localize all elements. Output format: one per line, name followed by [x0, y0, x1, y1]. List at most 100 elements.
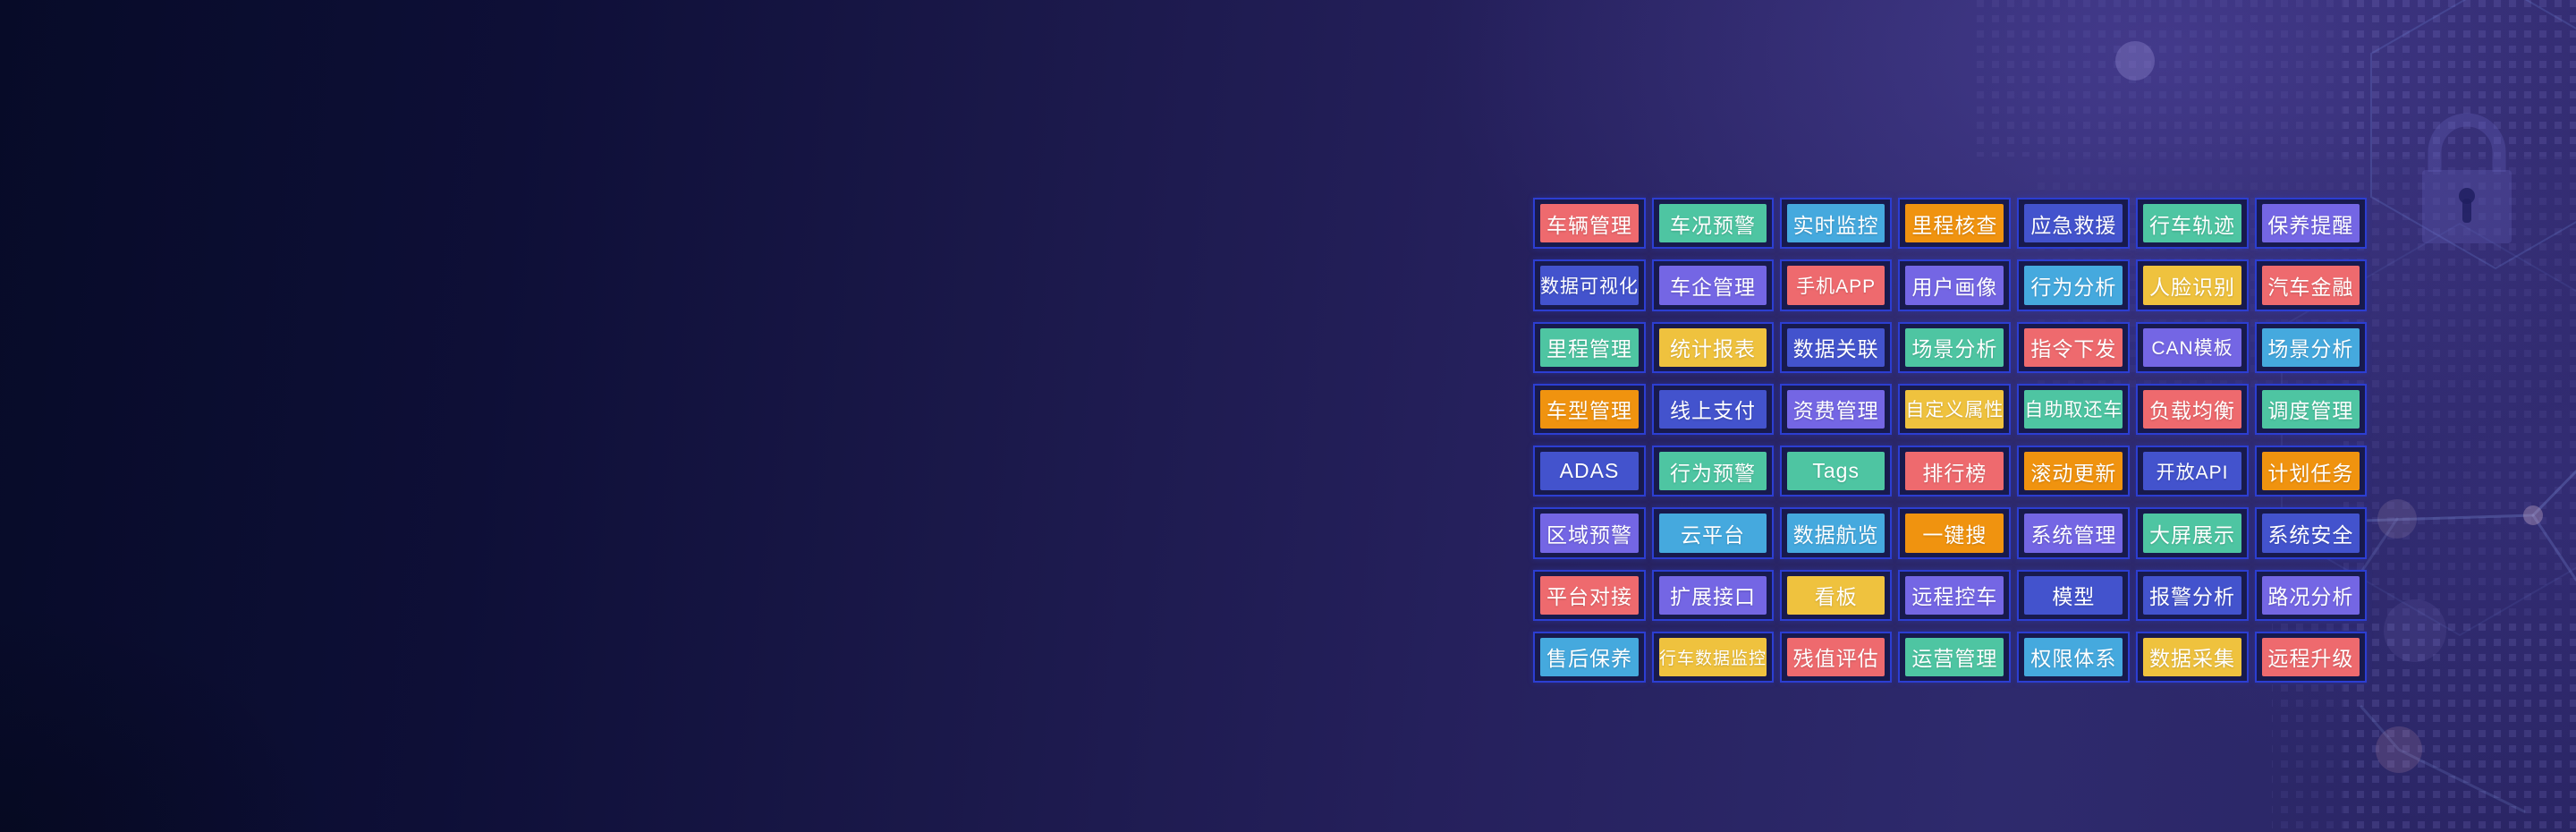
feature-label: 自助取还车	[2024, 400, 2123, 421]
feature-label: 实时监控	[1792, 213, 1879, 237]
feature-label: 路况分析	[2267, 585, 2354, 609]
feature-label: 线上支付	[1670, 399, 1756, 423]
feature-button[interactable]: 行车轨迹	[2143, 204, 2241, 243]
feature-button[interactable]: 残值评估	[1787, 637, 1885, 676]
feature-label: 人脸识别	[2149, 275, 2235, 299]
feature-button[interactable]: 里程核查	[1905, 204, 2004, 243]
feature-button[interactable]: 行为分析	[2024, 266, 2123, 305]
feature-button[interactable]: 场景分析	[2261, 327, 2360, 367]
feature-button[interactable]: 资费管理	[1787, 389, 1885, 429]
feature-label: 资费管理	[1792, 399, 1879, 423]
feature-button[interactable]: 模型	[2024, 575, 2123, 615]
feature-button[interactable]: 开放API	[2143, 452, 2241, 491]
feature-button[interactable]: 手机APP	[1787, 266, 1885, 305]
feature-button[interactable]: 车企管理	[1659, 266, 1767, 305]
feature-cell: 权限体系	[2017, 631, 2131, 683]
feature-button[interactable]: Tags	[1787, 452, 1885, 491]
feature-label: 行为预警	[1670, 461, 1756, 485]
feature-button[interactable]: 保养提醒	[2261, 204, 2360, 243]
feature-cell: 车况预警	[1652, 198, 1775, 250]
feature-button[interactable]: 应急救援	[2024, 204, 2123, 243]
feature-cell: 里程管理	[1533, 321, 1646, 373]
feature-button[interactable]: 大屏展示	[2143, 514, 2241, 553]
feature-button[interactable]: 数据航览	[1787, 514, 1885, 553]
feature-cell: 运营管理	[1898, 631, 2012, 683]
feature-button[interactable]: 远程升级	[2261, 637, 2360, 676]
feature-cell: 云平台	[1652, 507, 1775, 559]
feature-button[interactable]: 车型管理	[1540, 389, 1639, 429]
feature-button[interactable]: 运营管理	[1905, 637, 2004, 676]
feature-button[interactable]: 指令下发	[2024, 327, 2123, 367]
feature-label: 权限体系	[2030, 647, 2117, 671]
feature-cell: 看板	[1780, 569, 1893, 621]
feature-button[interactable]: 权限体系	[2024, 637, 2123, 676]
feature-button[interactable]: 看板	[1787, 575, 1885, 615]
feature-label: 汽车金融	[2267, 275, 2354, 299]
feature-label: 行车数据监控	[1659, 649, 1767, 668]
feature-button[interactable]: 行为预警	[1659, 452, 1767, 491]
feature-label: 开放API	[2156, 462, 2229, 483]
feature-label: 数据可视化	[1540, 276, 1639, 297]
feature-button[interactable]: 里程管理	[1540, 327, 1639, 367]
feature-button[interactable]: 人脸识别	[2143, 266, 2241, 305]
feature-button[interactable]: 系统安全	[2261, 514, 2360, 553]
feature-cell: 车辆管理	[1533, 198, 1646, 250]
feature-label: 排行榜	[1922, 461, 1987, 485]
feature-cell: 保养提醒	[2254, 198, 2367, 250]
feature-button[interactable]: 路况分析	[2261, 575, 2360, 615]
feature-cell: 残值评估	[1780, 631, 1893, 683]
feature-button[interactable]: 场景分析	[1905, 327, 2004, 367]
feature-label: 运营管理	[1911, 647, 1998, 671]
feature-button[interactable]: 计划任务	[2261, 452, 2360, 491]
feature-button[interactable]: 系统管理	[2024, 514, 2123, 553]
feature-label: 大屏展示	[2149, 522, 2235, 547]
feature-button[interactable]: 一键搜	[1905, 514, 2004, 553]
feature-button[interactable]: 实时监控	[1787, 204, 1885, 243]
feature-label: 滚动更新	[2030, 461, 2117, 485]
feature-label: 车型管理	[1546, 399, 1632, 423]
feature-button[interactable]: 报警分析	[2143, 575, 2241, 615]
feature-button[interactable]: ADAS	[1540, 452, 1639, 491]
feature-button[interactable]: 自定义属性	[1905, 389, 2004, 429]
feature-button[interactable]: 调度管理	[2261, 389, 2360, 429]
feature-button[interactable]: 云平台	[1659, 514, 1767, 553]
feature-label: 手机APP	[1796, 276, 1877, 297]
feature-button[interactable]: 平台对接	[1540, 575, 1639, 615]
feature-button[interactable]: 统计报表	[1659, 327, 1767, 367]
feature-button[interactable]: 排行榜	[1905, 452, 2004, 491]
feature-button[interactable]: CAN模板	[2143, 327, 2241, 367]
feature-cell: 负载均衡	[2136, 383, 2249, 435]
feature-cell: 远程控车	[1898, 569, 2012, 621]
feature-button[interactable]: 数据采集	[2143, 637, 2241, 676]
feature-label: 车企管理	[1670, 275, 1756, 299]
feature-button[interactable]: 滚动更新	[2024, 452, 2123, 491]
feature-button[interactable]: 线上支付	[1659, 389, 1767, 429]
feature-cell: ADAS	[1533, 446, 1646, 497]
feature-button[interactable]: 用户画像	[1905, 266, 2004, 305]
feature-cell: 扩展接口	[1652, 569, 1775, 621]
feature-button[interactable]: 扩展接口	[1659, 575, 1767, 615]
feature-button[interactable]: 负载均衡	[2143, 389, 2241, 429]
feature-cell: 车型管理	[1533, 383, 1646, 435]
feature-button[interactable]: 数据关联	[1787, 327, 1885, 367]
feature-cell: 指令下发	[2017, 321, 2131, 373]
feature-button[interactable]: 车况预警	[1659, 204, 1767, 243]
feature-cell: 数据关联	[1780, 321, 1893, 373]
feature-cell: 自助取还车	[2017, 383, 2131, 435]
feature-button[interactable]: 售后保养	[1540, 637, 1639, 676]
feature-label: 云平台	[1681, 522, 1745, 547]
feature-button[interactable]: 车辆管理	[1540, 204, 1639, 243]
feature-button[interactable]: 数据可视化	[1540, 266, 1639, 305]
feature-cell: 自定义属性	[1898, 383, 2012, 435]
feature-button[interactable]: 区域预警	[1540, 514, 1639, 553]
feature-cell: 模型	[2017, 569, 2131, 621]
feature-button[interactable]: 自助取还车	[2024, 389, 2123, 429]
feature-label: 区域预警	[1546, 522, 1632, 547]
feature-button[interactable]: 行车数据监控	[1659, 637, 1767, 676]
feature-button[interactable]: 远程控车	[1905, 575, 2004, 615]
feature-cell: 开放API	[2136, 446, 2249, 497]
feature-button[interactable]: 汽车金融	[2261, 266, 2360, 305]
feature-cell: 汽车金融	[2254, 259, 2367, 311]
feature-label: 调度管理	[2267, 399, 2354, 423]
